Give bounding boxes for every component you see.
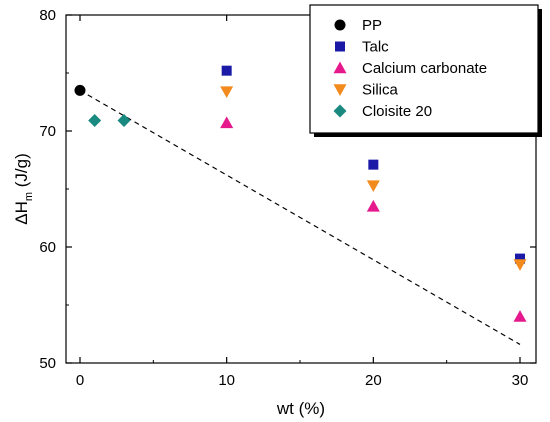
legend-marker-pp xyxy=(334,19,346,31)
point-pp xyxy=(74,84,86,96)
point-talc xyxy=(221,65,232,76)
point-cloisite-20 xyxy=(88,114,102,128)
legend-marker-calcium-carbonate xyxy=(333,61,347,74)
y-axis-label: ΔHm (J/g) xyxy=(12,153,35,225)
point-silica xyxy=(366,180,380,193)
y-tick-label: 50 xyxy=(39,355,56,372)
y-tick-label: 80 xyxy=(39,7,56,24)
legend-label-talc: Talc xyxy=(362,39,389,56)
legend-label-pp: PP xyxy=(362,17,382,34)
trend-line-group xyxy=(79,89,521,345)
trend-line xyxy=(79,89,521,345)
x-tick-label: 0 xyxy=(76,372,84,389)
legend-label-silica: Silica xyxy=(362,82,399,99)
point-talc xyxy=(368,159,379,170)
x-axis-label: wt (%) xyxy=(276,399,325,418)
legend: PP Talc Calcium carbonate Silica Cloisite 20 xyxy=(309,4,542,137)
y-tick-label: 60 xyxy=(39,239,56,256)
point-talc xyxy=(515,253,525,264)
x-tick-label: 10 xyxy=(218,372,235,389)
x-tick-label: 20 xyxy=(365,372,382,389)
legend-label-calcium-carbonate: Calcium carbonate xyxy=(362,60,487,77)
point-calcium-carbonate xyxy=(366,199,380,212)
legend-marker-talc xyxy=(335,41,345,52)
point-calcium-carbonate xyxy=(513,310,527,322)
data-points xyxy=(74,65,527,322)
legend-marker-cloisite-20 xyxy=(333,104,347,118)
y-tick-label: 70 xyxy=(39,123,56,140)
axes: 0 10 20 30 50 60 70 80 wt (%) ΔHm (J/g) xyxy=(12,7,537,418)
legend-label-cloisite-20: Cloisite 20 xyxy=(362,103,432,120)
point-silica xyxy=(513,259,527,271)
legend-box xyxy=(309,4,539,134)
legend-marker-silica xyxy=(333,84,347,96)
point-silica xyxy=(220,86,234,99)
x-tick-label: 30 xyxy=(512,372,529,389)
point-calcium-carbonate xyxy=(220,116,234,129)
point-cloisite-20 xyxy=(117,114,131,128)
